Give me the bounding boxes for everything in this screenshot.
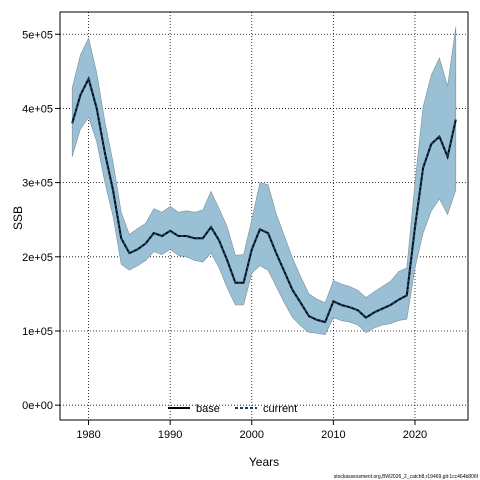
confidence-band [71, 26, 457, 336]
y-axis-label: SSB [11, 206, 25, 230]
grid [60, 12, 468, 420]
plot-frame [59, 11, 469, 421]
y-tick-label: 3e+05 [22, 178, 53, 190]
x-axis-label: Years [249, 455, 279, 469]
x-tick-label: 2020 [403, 429, 427, 441]
y-axis: 0e+00 1e+05 2e+05 3e+05 4e+05 5e+05 [22, 29, 60, 412]
series-line-current [71, 76, 457, 324]
legend-label-base: base [196, 403, 220, 415]
x-tick-label: 1980 [76, 429, 100, 441]
y-tick-label: 1e+05 [22, 326, 53, 338]
footnote: stockassessment.org,BW2026_2_catch8,r194… [334, 474, 479, 480]
y-tick-label: 4e+05 [22, 103, 53, 115]
x-axis: 1980 1990 2000 2010 2020 [76, 420, 427, 441]
x-tick-label: 2010 [321, 429, 345, 441]
x-tick-label: 2000 [240, 429, 264, 441]
legend-label-current: current [263, 403, 297, 415]
x-tick-label: 1990 [158, 429, 182, 441]
legend: base current [168, 403, 297, 415]
y-tick-label: 5e+05 [22, 29, 53, 41]
y-tick-label: 0e+00 [22, 400, 53, 412]
y-tick-label: 2e+05 [22, 252, 53, 264]
